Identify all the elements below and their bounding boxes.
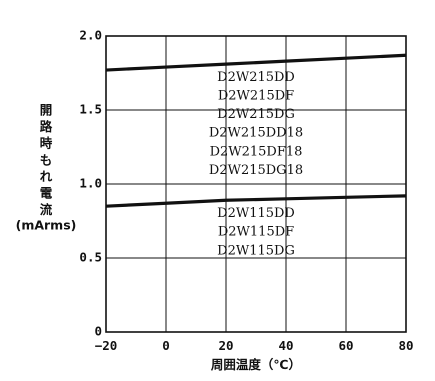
x-tick-label: 20 <box>218 338 233 353</box>
series-line-2 <box>105 194 407 208</box>
x-tick-label: 40 <box>278 338 293 353</box>
y-axis-label-char: 路 <box>40 119 53 134</box>
y-axis-label-char: れ <box>40 169 53 184</box>
series-label: D2W215DG <box>217 107 295 122</box>
series-label: D2W215DF <box>218 89 294 104</box>
series-label: D2W115DF <box>218 225 294 240</box>
y-tick-label: 1.0 <box>79 176 102 191</box>
x-tick-label: 80 <box>398 338 413 353</box>
x-tick-label: −20 <box>95 338 118 353</box>
series-label: D2W215DF18 <box>210 144 303 159</box>
y-tick-label: 2.0 <box>79 28 102 43</box>
y-axis-label-char: 電 <box>40 186 53 201</box>
y-tick-label: 0.5 <box>79 250 102 265</box>
y-tick-label: 0 <box>94 324 102 339</box>
y-axis-label-char: 流 <box>40 202 53 217</box>
series-labels: D2W215DD D2W215DF D2W215DG D2W215DD18 D2W215… <box>209 70 303 258</box>
y-axis-label-char: 時 <box>40 136 53 151</box>
series-line-1 <box>105 53 407 72</box>
y-axis-label-char: も <box>40 152 53 167</box>
series-label: D2W215DG18 <box>209 163 303 178</box>
grid-lines <box>106 36 406 332</box>
plot-frame <box>105 35 407 333</box>
y-axis-unit: (mArms) <box>16 218 77 233</box>
tick-labels: 00.51.01.52.0−20 0 20 40 60 80 <box>79 28 413 354</box>
series-label: D2W115DG <box>217 243 295 258</box>
series-label: D2W215DD <box>217 70 295 85</box>
y-axis-label-char: 開 <box>40 103 53 118</box>
series-curves <box>105 53 407 208</box>
x-tick-label: 60 <box>338 338 353 353</box>
x-tick-label: 0 <box>162 338 170 353</box>
x-axis-label: 周囲温度（℃） <box>211 357 301 372</box>
series-label: D2W215DD18 <box>209 126 303 141</box>
series-label: D2W115DD <box>217 206 295 221</box>
y-tick-label: 1.5 <box>79 102 102 117</box>
